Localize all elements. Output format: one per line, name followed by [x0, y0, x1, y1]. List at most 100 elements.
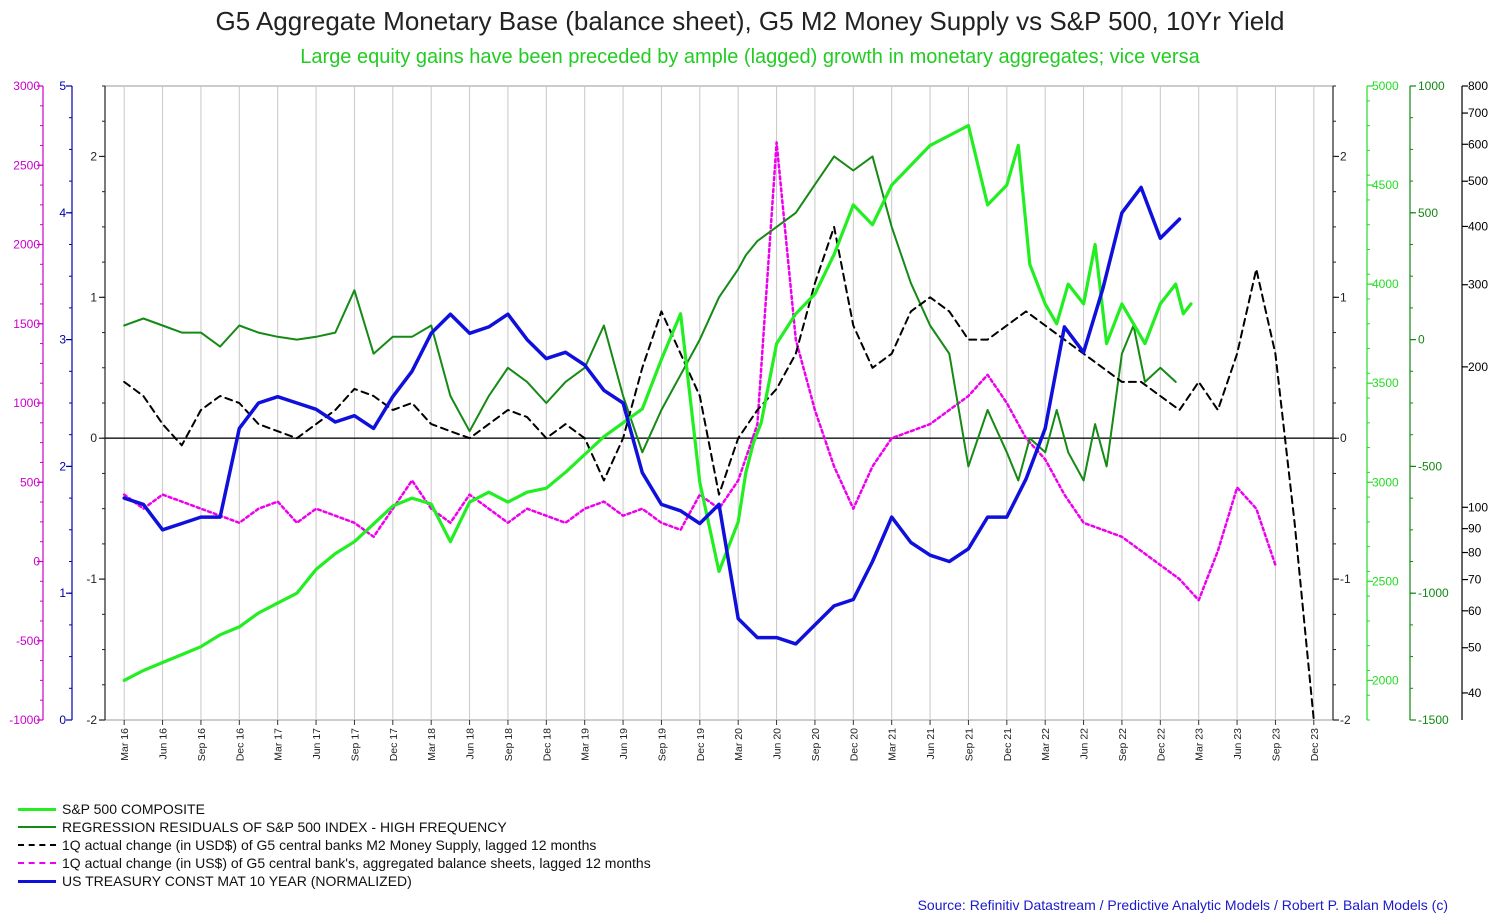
axis-tick-label: 1500 [13, 317, 40, 331]
x-tick-label: Jun 20 [772, 728, 784, 760]
x-tick-label: Dec 18 [541, 728, 553, 761]
axis-tick-label: 1000 [1418, 79, 1445, 93]
axis-tick-label: 80 [1468, 546, 1482, 560]
axis-tick-label: 3500 [1372, 376, 1399, 390]
axis-tick-label: 2000 [1372, 673, 1399, 687]
axis-tick-label: -1 [86, 572, 97, 586]
legend-item: 1Q actual change (in USD$) of G5 central… [18, 836, 651, 854]
x-tick-label: Sep 19 [656, 728, 668, 761]
axis-tick-label: 0 [90, 431, 97, 445]
x-tick-label: Mar 23 [1194, 728, 1206, 761]
axis-tick-label: 4000 [1372, 277, 1399, 291]
axis-tick-label: 1 [90, 290, 97, 304]
x-tick-label: Sep 21 [963, 728, 975, 761]
axis-tick-label: 3 [59, 333, 66, 347]
axis-tick-label: 2500 [1372, 574, 1399, 588]
axis-tick-label: 700 [1468, 106, 1488, 120]
axis-tick-label: -500 [16, 634, 40, 648]
axis-tick-label: 4 [59, 206, 66, 220]
axis-tick-label: 500 [1418, 206, 1438, 220]
legend-label: 1Q actual change (in US$) of G5 central … [62, 855, 651, 871]
x-tick-label: Mar 18 [426, 728, 438, 761]
x-tick-label: Dec 17 [388, 728, 400, 761]
axis-tick-label: 70 [1468, 573, 1482, 587]
x-tick-label: Sep 20 [810, 728, 822, 761]
axis-tick-label: 200 [1468, 360, 1488, 374]
legend-item: S&P 500 COMPOSITE [18, 800, 651, 818]
axis-tick-label: 3000 [13, 79, 40, 93]
x-tick-label: Sep 17 [349, 728, 361, 761]
series-layer [122, 123, 1315, 721]
chart-subtitle: Large equity gains have been preceded by… [300, 46, 1200, 68]
axis-tick-label: 500 [1468, 174, 1488, 188]
series-line-2 [123, 225, 1315, 721]
series-line-0 [122, 123, 1193, 683]
axis-tick-label: 800 [1468, 79, 1488, 93]
x-tick-label: Mar 22 [1040, 728, 1052, 761]
axis-tick-label: -2 [1340, 713, 1351, 727]
axis-tick-label: -1000 [1418, 586, 1449, 600]
x-tick-label: Mar 16 [119, 728, 131, 761]
axis-tick-label: 600 [1468, 137, 1488, 151]
axis-tick-label: 100 [1468, 500, 1488, 514]
legend-label: S&P 500 COMPOSITE [62, 801, 205, 817]
axis-tick-label: -1 [1340, 572, 1351, 586]
axes: 300025002000150010005000-500-10005432102… [9, 79, 1488, 727]
x-tick-label: Mar 19 [580, 728, 592, 761]
legend-swatch [18, 844, 56, 846]
legend-item: REGRESSION RESIDUALS OF S&P 500 INDEX - … [18, 818, 651, 836]
axis-tick-label: 1 [1340, 290, 1347, 304]
x-tick-label: Dec 21 [1002, 728, 1014, 761]
series-line-1 [123, 155, 1177, 482]
axis-tick-label: 0 [59, 713, 66, 727]
axis-tick-label: 2 [59, 459, 66, 473]
axis-tick-label: 0 [1418, 333, 1425, 347]
x-tick-label: Jun 18 [465, 728, 477, 760]
x-tick-label: Jun 21 [925, 728, 937, 760]
axis-tick-label: 4500 [1372, 178, 1399, 192]
legend-label: REGRESSION RESIDUALS OF S&P 500 INDEX - … [62, 819, 507, 835]
chart-title: G5 Aggregate Monetary Base (balance shee… [215, 6, 1285, 36]
x-tick-label: Jun 19 [618, 728, 630, 760]
axis-tick-label: 50 [1468, 641, 1482, 655]
axis-tick-label: 2000 [13, 238, 40, 252]
x-tick-label: Dec 23 [1309, 728, 1321, 761]
axis-tick-label: -1000 [9, 713, 40, 727]
axis-tick-label: 1000 [13, 396, 40, 410]
axis-tick-label: 2 [1340, 149, 1347, 163]
legend-swatch [18, 862, 56, 864]
axis-tick-label: 90 [1468, 522, 1482, 536]
x-tick-label: Mar 17 [273, 728, 285, 761]
axis-tick-label: 40 [1468, 686, 1482, 700]
axis-tick-label: 500 [20, 475, 40, 489]
x-tick-label: Dec 16 [234, 728, 246, 761]
x-tick-label: Dec 19 [695, 728, 707, 761]
legend-swatch [18, 826, 56, 828]
x-tick-label: Dec 20 [848, 728, 860, 761]
axis-tick-label: 0 [33, 555, 40, 569]
series-line-3 [122, 141, 1277, 602]
legend-swatch [18, 879, 56, 883]
legend-label: 1Q actual change (in USD$) of G5 central… [62, 837, 597, 853]
x-tick-label: Dec 22 [1155, 728, 1167, 761]
legend-label: US TREASURY CONST MAT 10 YEAR (NORMALIZE… [62, 873, 412, 889]
legend: S&P 500 COMPOSITE REGRESSION RESIDUALS OF… [18, 800, 651, 890]
x-tick-label: Jun 22 [1079, 728, 1091, 760]
x-tick-label: Sep 18 [503, 728, 515, 761]
plot-frame [104, 85, 1334, 721]
series-line-4 [122, 185, 1182, 646]
axis-tick-label: 60 [1468, 604, 1482, 618]
axis-tick-label: 5000 [1372, 79, 1399, 93]
axis-tick-label: -2 [86, 713, 97, 727]
legend-swatch [18, 807, 56, 811]
x-axis-labels: Mar 16 Jun 16 Sep 16 Dec 16 Mar 17 Jun 17 Sep … [119, 728, 1321, 761]
axis-tick-label: 2500 [13, 158, 40, 172]
legend-item: US TREASURY CONST MAT 10 YEAR (NORMALIZE… [18, 872, 651, 890]
x-tick-label: Sep 16 [196, 728, 208, 761]
axis-tick-label: 300 [1468, 278, 1488, 292]
axis-tick-label: 0 [1340, 431, 1347, 445]
x-tick-label: Jun 17 [311, 728, 323, 760]
axis-tick-label: -500 [1418, 459, 1442, 473]
source-credit: Source: Refinitiv Datastream / Predictiv… [917, 897, 1448, 913]
